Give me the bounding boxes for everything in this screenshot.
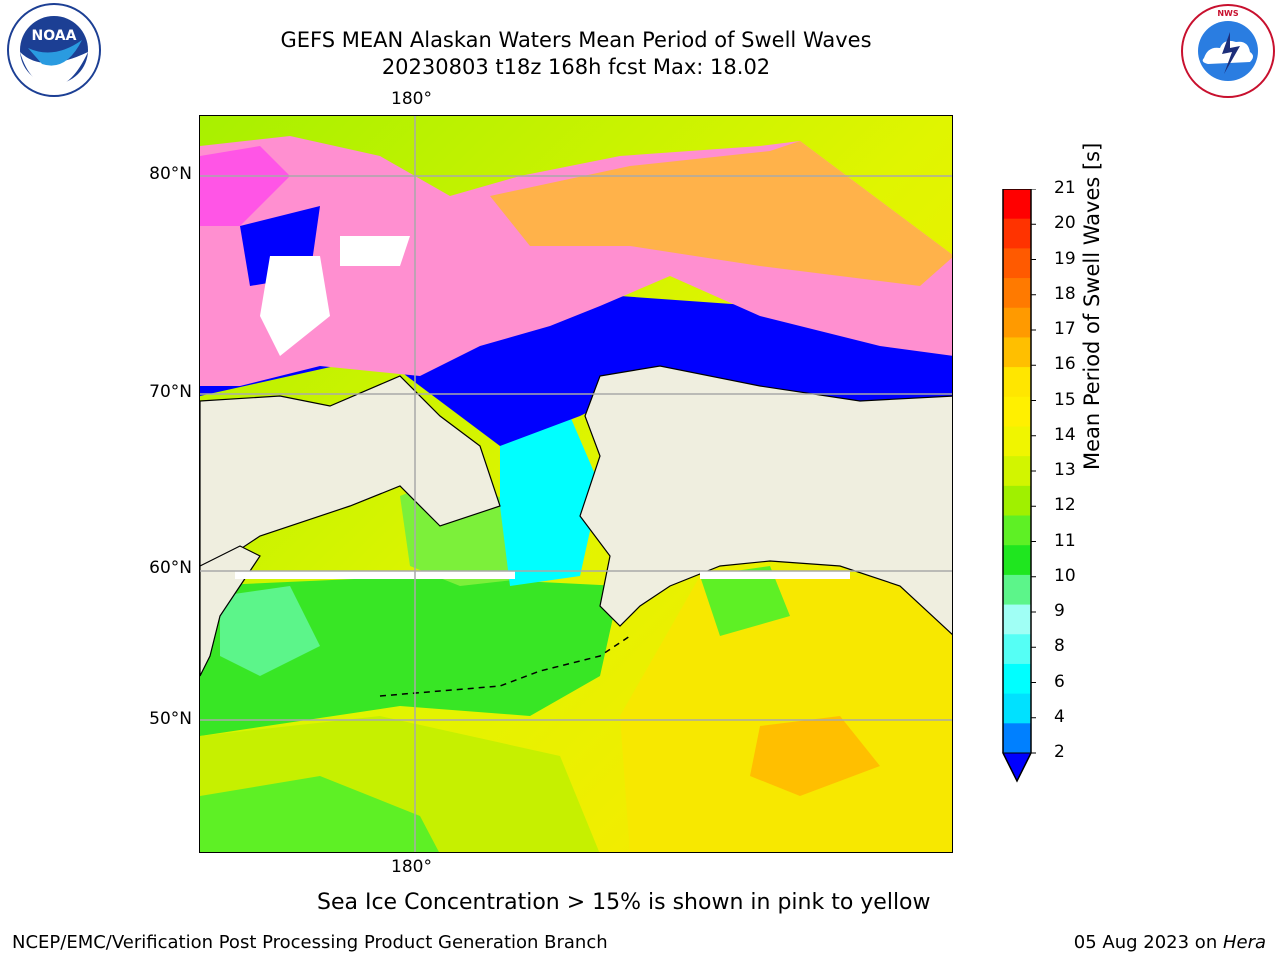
colorbar-tick-label: 6 — [1054, 671, 1065, 692]
colorbar-tick-label: 16 — [1054, 354, 1076, 375]
colorbar-tick-label: 10 — [1054, 565, 1076, 586]
colorbar-segment — [1003, 723, 1031, 754]
nws-logo-icon: NWS — [1181, 4, 1275, 98]
footer-date: 05 Aug 2023 on Hera — [1073, 932, 1266, 953]
colorbar-segment — [1003, 693, 1031, 724]
colorbar-segment — [1003, 307, 1031, 338]
lon-label-bottom: 180° — [391, 857, 432, 877]
colorbar-extend-triangle — [1002, 752, 1032, 783]
colorbar-tick-label: 9 — [1054, 601, 1065, 621]
colorbar-segment — [1003, 485, 1031, 517]
colorbar-segment — [1003, 426, 1031, 457]
colorbar-segment — [1003, 337, 1031, 368]
colorbar-segment — [1003, 604, 1031, 635]
colorbar-tick-label: 12 — [1054, 495, 1076, 516]
lat-label-70n: 70°N — [149, 382, 192, 402]
colorbar-segment — [1003, 663, 1031, 695]
colorbar-tick-label: 19 — [1054, 248, 1076, 269]
colorbar-segment — [1003, 545, 1031, 576]
colorbar-segment — [1003, 218, 1031, 249]
sea-ice-caption: Sea Ice Concentration > 15% is shown in … — [317, 890, 931, 915]
colorbar-tick-label: 21 — [1054, 178, 1076, 198]
colorbar-segment — [1003, 367, 1031, 398]
colorbar-title: Mean Period of Swell Waves [s] — [1080, 142, 1104, 470]
colorbar-tick-label: 14 — [1054, 424, 1076, 445]
map-title: GEFS MEAN Alaskan Waters Mean Period of … — [280, 28, 872, 52]
colorbar-tick-label: 8 — [1054, 636, 1065, 657]
svg-text:NOAA: NOAA — [32, 28, 77, 44]
colorbar-segment — [1003, 574, 1031, 606]
colorbar-outline — [1002, 189, 1032, 783]
colorbar-segment — [1003, 634, 1031, 665]
colorbar-segment — [1003, 456, 1031, 487]
svg-text:NWS: NWS — [1217, 9, 1239, 18]
lat-label-80n: 80°N — [149, 164, 192, 184]
colorbar-segment — [1003, 248, 1031, 279]
map-subtitle: 20230803 t18z 168h fcst Max: 18.02 — [381, 55, 771, 79]
colorbar-segment — [1003, 515, 1031, 546]
colorbar-tick-label: 17 — [1054, 319, 1076, 339]
swell-period-map — [200, 116, 952, 852]
colorbar-tick-label: 13 — [1054, 460, 1076, 480]
colorbar-segment — [1003, 396, 1031, 427]
lat-label-60n: 60°N — [149, 558, 192, 578]
colorbar-tick-label: 11 — [1054, 530, 1076, 551]
lat-label-50n: 50°N — [149, 709, 192, 729]
colorbar-segment — [1003, 278, 1031, 309]
footer-credit: NCEP/EMC/Verification Post Processing Pr… — [12, 932, 608, 953]
map-panel — [199, 115, 953, 853]
noaa-logo-icon: NOAA — [7, 3, 101, 97]
lon-label-top: 180° — [391, 89, 432, 109]
colorbar — [1002, 189, 1036, 783]
colorbar-tick-label: 20 — [1054, 213, 1076, 234]
colorbar-tick-label: 15 — [1054, 389, 1076, 410]
footer-host: Hera — [1222, 932, 1266, 953]
colorbar-tick-label: 2 — [1054, 742, 1065, 762]
colorbar-segment — [1003, 189, 1031, 220]
colorbar-tick-label: 4 — [1054, 706, 1065, 727]
colorbar-tick-label: 18 — [1054, 283, 1076, 304]
